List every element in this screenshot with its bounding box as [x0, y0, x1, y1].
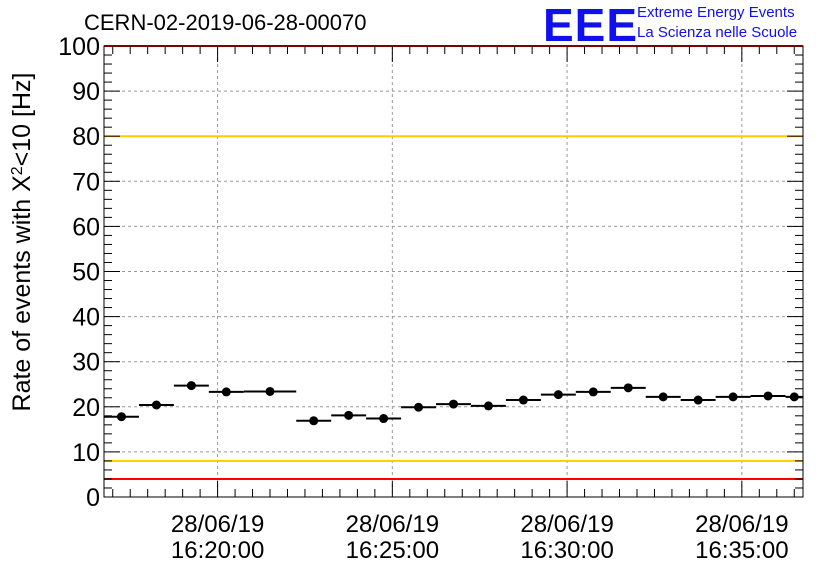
x-tick-time-label: 16:30:00	[520, 537, 613, 564]
y-tick-label: 40	[72, 304, 100, 332]
y-axis-label: Rate of events with X2<10 [Hz]	[8, 73, 36, 412]
y-tick-label: 100	[58, 33, 100, 61]
data-point	[309, 416, 319, 426]
data-point	[763, 391, 773, 401]
y-tick-label: 10	[72, 439, 100, 467]
data-point	[116, 412, 126, 422]
data-point	[449, 399, 458, 409]
y-tick-label: 0	[86, 484, 100, 512]
data-point	[414, 402, 424, 412]
y-tick-label: 20	[72, 394, 100, 422]
x-tick-date-label: 28/06/19	[520, 511, 613, 538]
data-point	[186, 381, 196, 391]
logo-line-1: Extreme Energy Events	[637, 4, 795, 21]
y-label-chi: X	[8, 175, 36, 192]
y-label-cut: <10 [Hz]	[8, 73, 36, 167]
eee-logo: EEE	[543, 0, 639, 51]
data-point	[151, 400, 161, 410]
y-tick-label: 90	[72, 78, 100, 106]
data-point	[221, 387, 231, 397]
data-point	[623, 383, 633, 393]
data-point	[553, 390, 563, 400]
data-point	[588, 387, 598, 397]
x-tick-time-label: 16:20:00	[171, 537, 264, 564]
chart-title: CERN-02-2019-06-28-00070	[84, 10, 367, 35]
y-tick-label: 70	[72, 168, 100, 196]
x-tick-date-label: 28/06/19	[171, 511, 264, 538]
grid	[104, 46, 803, 497]
y-label-superscript: 2	[9, 166, 26, 175]
data-point	[658, 392, 668, 402]
data-point	[693, 395, 703, 405]
axes: 010203040506070809010028/06/1916:20:0028…	[58, 33, 804, 564]
data-point	[728, 392, 738, 402]
data-point	[344, 410, 354, 420]
data-point	[265, 386, 275, 396]
x-tick-time-label: 16:35:00	[695, 537, 788, 564]
x-tick-date-label: 28/06/19	[695, 511, 788, 538]
y-tick-label: 80	[72, 123, 100, 151]
x-tick-time-label: 16:25:00	[346, 537, 439, 564]
logo-line-2: La Scienza nelle Scuole	[637, 24, 798, 41]
y-tick-label: 30	[72, 349, 100, 377]
data-point	[518, 395, 528, 405]
data-point	[483, 401, 493, 411]
y-tick-label: 50	[72, 259, 100, 287]
data-point	[789, 392, 799, 402]
data-point	[379, 414, 389, 424]
y-label-text: Rate of events with	[8, 192, 36, 412]
y-tick-label: 60	[72, 213, 100, 241]
plot-frame	[103, 45, 804, 498]
reference-lines	[104, 45, 803, 480]
data-points	[104, 381, 803, 426]
x-tick-date-label: 28/06/19	[346, 511, 439, 538]
